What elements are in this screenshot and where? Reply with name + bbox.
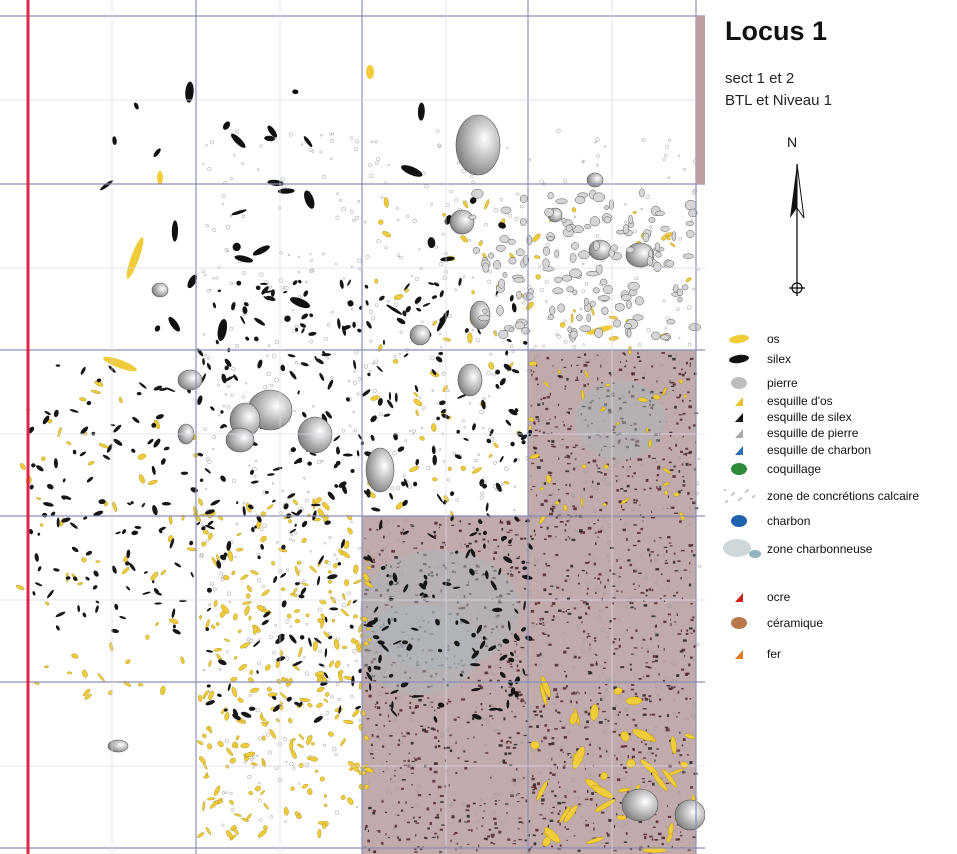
grey-stone-blob-icon xyxy=(731,377,747,389)
grey-triangle-icon xyxy=(735,429,743,438)
excavation-grid xyxy=(0,0,705,854)
legend-label: zone charbonneuse xyxy=(767,542,873,556)
map-side-panel: Locus 1 sect 1 et 2 BTL et Niveau 1 N os… xyxy=(705,0,957,854)
legend-label: coquillage xyxy=(767,462,822,476)
map-title: Locus 1 xyxy=(725,16,828,46)
legend-label: esquille de charbon xyxy=(767,443,872,457)
north-label: N xyxy=(787,134,798,150)
orange-triangle-icon xyxy=(735,650,743,659)
legend-item: fer xyxy=(721,645,781,663)
stones xyxy=(107,114,705,831)
legend-label: fer xyxy=(767,647,782,661)
dotted-patch-icon xyxy=(723,488,756,504)
legend-label: silex xyxy=(767,352,792,366)
legend-label: os xyxy=(767,332,780,346)
green-blob-icon xyxy=(731,463,747,475)
legend-item: os xyxy=(721,330,780,348)
legend-item: ocre xyxy=(721,588,790,606)
legend-label: pierre xyxy=(767,376,798,390)
legend-item: silex xyxy=(721,350,791,368)
excavation-plan xyxy=(0,0,705,854)
legend-item: pierre xyxy=(721,374,798,392)
legend-item: zone charbonneuse xyxy=(721,539,873,558)
brown-blob-icon xyxy=(731,617,747,629)
legend-item: esquille de charbon xyxy=(721,441,871,459)
legend-item: charbon xyxy=(721,512,810,530)
blue-triangle-icon xyxy=(735,446,743,455)
legend-item: céramique xyxy=(721,614,823,632)
legend-label: zone de concrétions calcaire xyxy=(767,489,920,503)
map-subtitle-level: BTL et Niveau 1 xyxy=(725,92,832,109)
finds-scatter xyxy=(15,65,696,854)
legend-label: esquille d'os xyxy=(767,394,833,408)
legend-item: esquille d'os xyxy=(721,392,833,410)
legend-item: esquille de silex xyxy=(721,408,852,426)
blue-blob-icon xyxy=(731,515,747,527)
legend-label: charbon xyxy=(767,514,811,528)
calcareous-concretion-zone xyxy=(199,128,702,830)
legend-item: esquille de pierre xyxy=(721,424,858,442)
charcoal-zone xyxy=(360,380,665,695)
legend-label: céramique xyxy=(767,616,824,630)
legend-label: esquille de silex xyxy=(767,410,852,424)
yellow-bone-blob-icon xyxy=(729,334,749,344)
north-arrow-icon xyxy=(789,163,805,296)
legend-item: zone de concrétions calcaire xyxy=(721,487,919,505)
legend-label: esquille de pierre xyxy=(767,426,859,440)
legend-label: ocre xyxy=(767,590,791,604)
black-flint-blob-icon xyxy=(729,354,749,364)
grey-cloud-icon xyxy=(723,539,761,558)
yellow-triangle-icon xyxy=(735,397,743,406)
black-triangle-icon xyxy=(735,413,743,422)
map-subtitle-sector: sect 1 et 2 xyxy=(725,70,795,87)
red-triangle-icon xyxy=(735,593,743,602)
legend-item: coquillage xyxy=(721,460,821,478)
